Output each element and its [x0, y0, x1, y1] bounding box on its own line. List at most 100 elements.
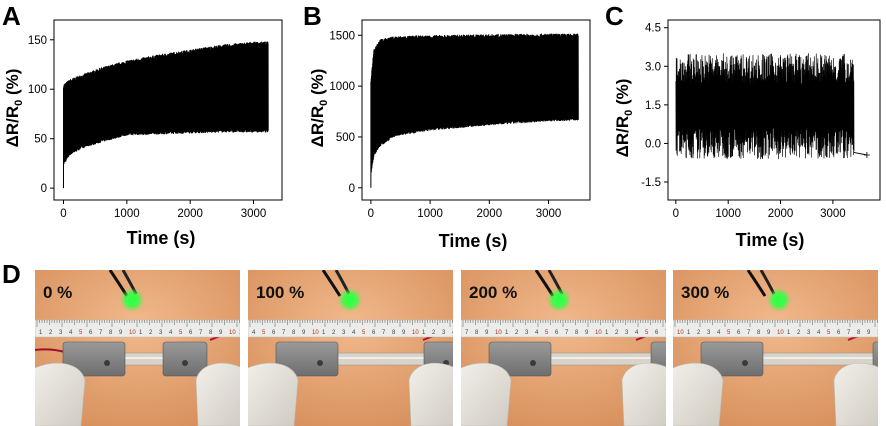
ruler-number: 5 — [179, 330, 183, 336]
sensor-highlight — [721, 357, 878, 359]
ruler-number: 5 — [79, 330, 83, 336]
chart-c-ytick-label: 3.0 — [645, 61, 661, 73]
chart-c-xtick-label: 3000 — [820, 208, 846, 220]
photo-0-percent: 1 2 3 4 5 6 7 8 9 10 1 2 3 4 5 6 7 8 9 10 10 % — [35, 270, 240, 426]
glove-left — [35, 362, 86, 426]
chart-c-ytick-label: -1.5 — [641, 177, 661, 189]
ruler-number: 3 — [807, 330, 811, 336]
ruler-number: 6 — [272, 330, 276, 336]
ruler-number: 7 — [665, 330, 669, 336]
chart-a: ΔR/R0 (%) Time (s) 0 1000 2000 3000 0 50 100 15… — [3, 19, 283, 248]
ruler-number: 1 — [787, 330, 791, 336]
clamp-block — [275, 341, 339, 377]
chart-b-xtick-label: 1000 — [417, 208, 443, 220]
ruler-number: 4 — [169, 330, 173, 336]
chart-c-frame — [667, 19, 881, 201]
screw-icon — [317, 360, 323, 366]
ruler-number: 7 — [465, 330, 469, 336]
cable — [35, 348, 66, 353]
ruler-number: 4 — [69, 330, 73, 336]
chart-b-ytick-label: 1500 — [329, 30, 355, 42]
ruler-number: 10 — [877, 330, 884, 336]
chart-c-xtick-label: 0 — [673, 208, 679, 220]
ruler-number: 1 — [322, 330, 326, 336]
ruler-number: 7 — [747, 330, 751, 336]
ruler-number: 10 — [495, 330, 502, 336]
ruler-number: 4 — [817, 330, 821, 336]
ruler-number: 1 — [139, 330, 143, 336]
ruler-number: 6 — [655, 330, 659, 336]
chart-b-xlabel: Time (s) — [439, 231, 508, 251]
chart-b-xtick-label: 0 — [368, 208, 374, 220]
chart-a-xlabel: Time (s) — [127, 228, 196, 248]
ruler-number: 2 — [49, 330, 53, 336]
clamp-block — [488, 341, 552, 377]
ruler-number: 6 — [89, 330, 93, 336]
ruler-number: 10 — [677, 330, 684, 336]
glove-left — [673, 362, 724, 426]
chart-b-ytick-label: 500 — [336, 132, 355, 144]
svg-text:ΔR/R0 (%): ΔR/R0 (%) — [613, 79, 635, 158]
ruler-number: 9 — [219, 330, 223, 336]
chart-c-tail-line — [853, 151, 868, 156]
ruler-number: 7 — [99, 330, 103, 336]
ruler-number: 9 — [119, 330, 123, 336]
chart-c: ΔR/R0 (%) Time (s) 0 1000 2000 3000 -1.5 0.0 1… — [613, 19, 881, 250]
chart-b-series-line — [370, 33, 579, 188]
ruler-number: 7 — [847, 330, 851, 336]
ruler-number: 2 — [515, 330, 519, 336]
chart-a-ytick-label: 100 — [28, 84, 47, 96]
ruler — [461, 319, 666, 338]
ruler-number: 9 — [767, 330, 771, 336]
glove-right — [408, 362, 453, 426]
ruler-number: 1 — [687, 330, 691, 336]
panel-label-a: A — [2, 1, 21, 31]
strain-label: 200 % — [469, 283, 517, 302]
screw-icon — [742, 360, 748, 366]
screw-icon — [182, 360, 188, 366]
chart-c-ytick-label: 1.5 — [645, 100, 661, 112]
ruler-number: 1 — [39, 330, 43, 336]
chart-b-ytick-label: 1000 — [329, 81, 355, 93]
ruler-number: 1 — [605, 330, 609, 336]
chart-a-xtick-label: 3000 — [241, 208, 267, 220]
clamp-block — [700, 341, 764, 377]
ruler-number: 8 — [109, 330, 113, 336]
ruler-number: 5 — [645, 330, 649, 336]
ruler-number: 4 — [452, 330, 456, 336]
chart-b-xtick-label: 2000 — [477, 208, 503, 220]
ruler-number: 6 — [737, 330, 741, 336]
ruler-number: 7 — [382, 330, 386, 336]
sensor-highlight — [509, 357, 666, 359]
ruler-number: 10 — [595, 330, 602, 336]
panel-label-d: D — [2, 259, 21, 289]
ruler-number: 2 — [332, 330, 336, 336]
chart-c-ytick-label: 0.0 — [645, 138, 661, 150]
ruler-number: 10 — [129, 330, 136, 336]
ruler-number: 7 — [565, 330, 569, 336]
ruler-number: 3 — [707, 330, 711, 336]
ruler-number: 10 — [777, 330, 784, 336]
strain-label: 100 % — [256, 283, 304, 302]
ruler-number: 2 — [432, 330, 436, 336]
ruler-number: 3 — [59, 330, 63, 336]
chart-c-tail-marker — [863, 152, 870, 158]
ruler-number: 3 — [159, 330, 163, 336]
glove-left — [248, 362, 299, 426]
ruler-number: 10 — [229, 330, 236, 336]
chart-b-ylabel: ΔR/R0 (%) — [308, 69, 330, 148]
probe-wire — [321, 270, 342, 297]
chart-b-ytick-label: 0 — [349, 183, 355, 195]
sensor-highlight — [83, 357, 183, 359]
ruler-number: 2 — [697, 330, 701, 336]
chart-a-ytick-label: 0 — [41, 183, 47, 195]
ruler-number: 3 — [342, 330, 346, 336]
ruler-number: 8 — [757, 330, 761, 336]
led-icon — [127, 295, 137, 305]
ruler-number: 9 — [867, 330, 871, 336]
ruler-number: 9 — [485, 330, 489, 336]
ruler-number: 9 — [302, 330, 306, 336]
ruler-number: 5 — [827, 330, 831, 336]
ruler-number: 3 — [625, 330, 629, 336]
ruler-number: 4 — [635, 330, 639, 336]
